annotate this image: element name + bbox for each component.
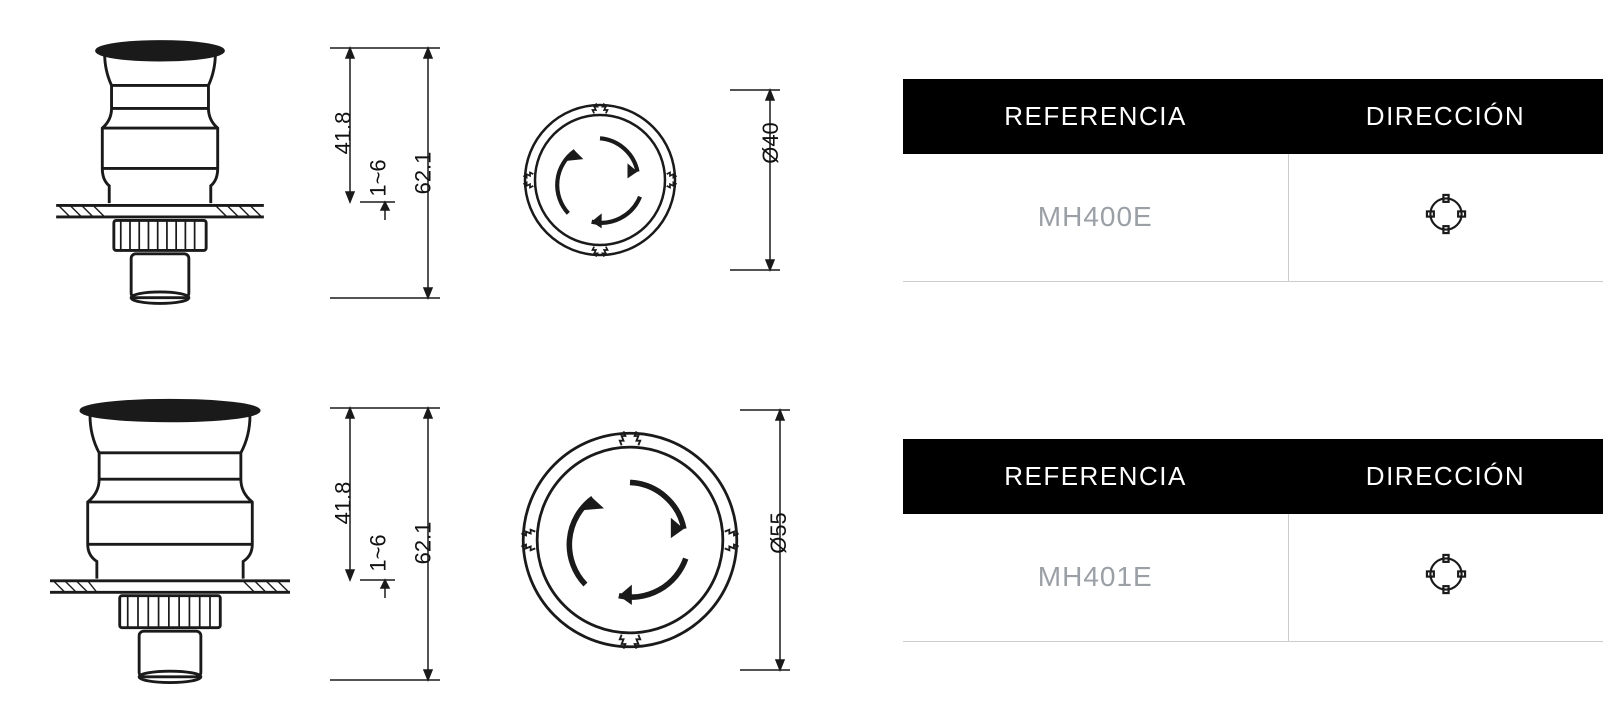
product-row: 41.8 1~6 62.1 (20, 20, 1603, 340)
cell-direction (1288, 154, 1603, 282)
table-row: MH400E (903, 154, 1603, 282)
dimension-block: 41.8 1~6 62.1 (330, 390, 470, 690)
keyed-hole-icon (1420, 215, 1472, 246)
cell-reference: MH400E (903, 154, 1288, 282)
keyed-hole-icon (1420, 575, 1472, 606)
reference-table: REFERENCIA DIRECCIÓN MH400E (903, 79, 1603, 282)
col-referencia: REFERENCIA (903, 439, 1288, 514)
cell-direction (1288, 514, 1603, 642)
product-row: 41.8 1~6 62.1 (20, 380, 1603, 700)
cell-reference: MH401E (903, 514, 1288, 642)
reference-table: REFERENCIA DIRECCIÓN MH401E (903, 439, 1603, 642)
col-direccion: DIRECCIÓN (1288, 79, 1603, 154)
top-view-drawing: Ø40 (500, 30, 800, 330)
top-view-drawing: Ø55 (500, 390, 800, 690)
dim-diameter: Ø40 (758, 122, 784, 164)
dim-diameter: Ø55 (766, 512, 792, 554)
col-referencia: REFERENCIA (903, 79, 1288, 154)
side-view-drawing (20, 390, 300, 690)
table-row: MH401E (903, 514, 1603, 642)
dimension-block: 41.8 1~6 62.1 (330, 30, 470, 330)
col-direccion: DIRECCIÓN (1288, 439, 1603, 514)
side-view-drawing (20, 30, 300, 330)
